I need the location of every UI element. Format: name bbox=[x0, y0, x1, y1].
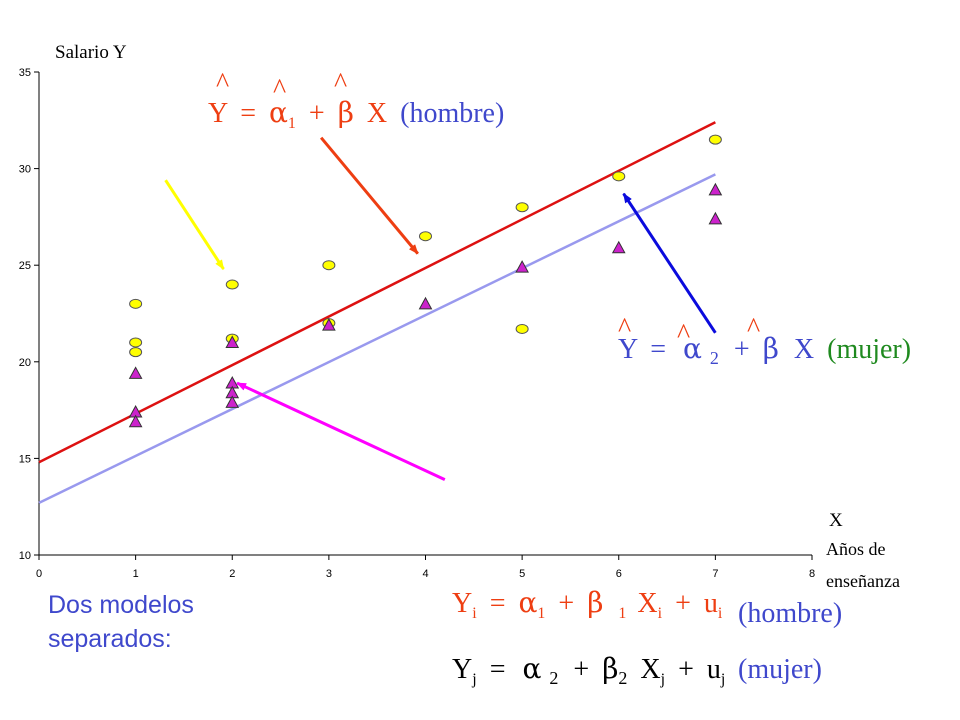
x-tick-label: 5 bbox=[519, 568, 525, 580]
x-tick-label: 3 bbox=[326, 568, 332, 580]
x-axis-title-line-3: enseñanza bbox=[826, 571, 900, 591]
data-points bbox=[128, 134, 723, 428]
male-fit-equation: ^ ^ ^ Y = α1 + β X (hombre) bbox=[208, 68, 504, 135]
x-tick-label: 1 bbox=[133, 568, 139, 580]
y-tick-label: 25 bbox=[19, 260, 31, 272]
x-tick-label: 4 bbox=[422, 568, 428, 580]
arrow-to-female-points bbox=[236, 381, 446, 482]
female-data-point bbox=[128, 366, 143, 379]
male-data-point bbox=[322, 260, 336, 271]
y-axis-title: Salario Y bbox=[55, 42, 127, 63]
model-female-tag: (mujer) bbox=[738, 654, 822, 685]
arrow-to-male-line bbox=[319, 136, 419, 255]
two-models-note: Dos modelos separados: bbox=[48, 588, 194, 656]
male-data-point bbox=[515, 202, 529, 213]
y-tick-label: 30 bbox=[19, 164, 31, 176]
male-data-point bbox=[708, 134, 722, 145]
x-axis-title-line-1: X bbox=[829, 510, 843, 531]
female-data-point bbox=[611, 240, 626, 254]
female-data-point bbox=[418, 296, 433, 310]
male-data-point bbox=[129, 298, 143, 309]
male-data-point bbox=[225, 279, 239, 290]
male-data-point bbox=[129, 347, 143, 358]
y-tick-label: 35 bbox=[19, 67, 31, 79]
x-tick-label: 7 bbox=[712, 568, 718, 580]
female-regression-line bbox=[38, 173, 716, 504]
x-tick-label: 6 bbox=[616, 568, 622, 580]
hat-alpha-female: ^ bbox=[677, 319, 690, 350]
annotation-arrows bbox=[164, 136, 717, 482]
arrow-to-female-line bbox=[622, 192, 717, 334]
male-data-point bbox=[419, 231, 432, 242]
y-tick-label: 20 bbox=[19, 357, 31, 369]
x-tick-label: 8 bbox=[809, 568, 815, 580]
female-data-point bbox=[515, 260, 529, 273]
male-data-point bbox=[515, 323, 529, 334]
x-axis-ticks: 0 1 2 3 4 5 6 7 8 bbox=[36, 555, 815, 580]
chart-axes bbox=[38, 72, 812, 556]
regression-lines bbox=[38, 121, 716, 504]
male-fit-formula: Y = α1 + β X (hombre) bbox=[208, 96, 504, 135]
male-data-point bbox=[612, 171, 626, 182]
female-data-point bbox=[708, 211, 723, 225]
hat-y-male: ^ bbox=[216, 68, 229, 99]
x-tick-label: 2 bbox=[229, 568, 235, 580]
female-data-point bbox=[322, 318, 336, 331]
female-data-point bbox=[225, 395, 240, 408]
note-line-2: separados: bbox=[48, 625, 172, 653]
y-tick-label: 10 bbox=[19, 550, 31, 562]
female-data-point bbox=[225, 335, 240, 348]
x-axis-title-line-2: Años de bbox=[826, 539, 886, 559]
female-data-point bbox=[708, 182, 723, 196]
x-tick-label: 0 bbox=[36, 568, 42, 580]
male-regression-line bbox=[38, 121, 716, 464]
female-data-point bbox=[128, 414, 143, 428]
note-line-1: Dos modelos bbox=[48, 591, 194, 619]
model-male-equation: Yi = α1 + β 1 Xi + ui bbox=[452, 586, 723, 625]
y-tick-label: 15 bbox=[19, 453, 31, 465]
arrow-to-male-points bbox=[164, 179, 225, 270]
model-male-tag: (hombre) bbox=[738, 598, 842, 629]
hat-beta-male: ^ bbox=[334, 68, 347, 99]
y-axis-ticks: 10 15 20 25 30 35 bbox=[19, 67, 39, 562]
hat-alpha-male: ^ bbox=[273, 74, 286, 105]
male-data-point bbox=[129, 337, 143, 348]
hat-beta-female: ^ bbox=[747, 313, 760, 344]
hat-y-female: ^ bbox=[618, 313, 631, 344]
